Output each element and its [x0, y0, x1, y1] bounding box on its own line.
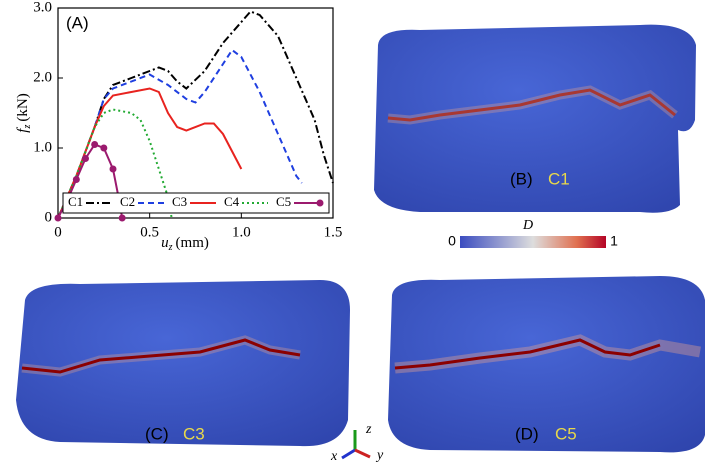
- x-axis-label: uz (mm): [161, 235, 209, 253]
- series-marker: [100, 144, 108, 152]
- y-axis-label: fz (kN): [15, 93, 33, 132]
- series-marker: [72, 176, 80, 183]
- series-marker: [118, 214, 126, 222]
- y-axis-label-unit: (kN): [15, 93, 31, 121]
- x-tick-label: 1.5: [324, 224, 343, 240]
- y-axis-label-sub: z: [22, 125, 33, 130]
- series-marker: [109, 165, 117, 173]
- render-c: [16, 280, 350, 447]
- y-tick-label: 2.0: [33, 69, 52, 85]
- y-tick-label: 0: [45, 209, 53, 225]
- render-b: [374, 24, 696, 213]
- triad-y: y: [375, 448, 384, 463]
- series-line: [57, 108, 173, 219]
- legend-label: C3: [172, 194, 187, 209]
- series-marker: [54, 214, 62, 222]
- colorbar: [460, 236, 606, 248]
- triad-x: x: [330, 449, 338, 464]
- series-marker: [82, 155, 89, 162]
- x-axis-label-symbol: u: [161, 235, 169, 251]
- series-line: [57, 10, 334, 219]
- panel-label: (D): [515, 424, 539, 443]
- panel-case: C5: [555, 424, 577, 443]
- plot-frame: [57, 7, 334, 219]
- panel-label: (B): [510, 169, 533, 188]
- legend-label: C5: [276, 194, 291, 209]
- axes-triad: z x y: [330, 422, 384, 464]
- legend-label: C4: [224, 194, 240, 209]
- x-axis-label-sub: z: [168, 242, 173, 253]
- x-axis-label-unit: (mm): [176, 235, 209, 251]
- x-tick-label: 1.0: [232, 224, 251, 240]
- y-tick-label: 3.0: [33, 0, 52, 15]
- panel-case: C3: [183, 424, 205, 443]
- chart-title: (A): [66, 13, 89, 32]
- x-tick-label: 0: [54, 224, 62, 240]
- y-axis-label-symbol: f: [15, 127, 31, 133]
- y-tick-label: 1.0: [33, 139, 52, 155]
- render-d: [388, 276, 705, 453]
- legend-marker: [316, 199, 324, 207]
- panel-case: C1: [548, 169, 570, 188]
- colorbar-max: 1: [610, 233, 618, 249]
- triad-z: z: [365, 422, 372, 437]
- series-line: [57, 87, 243, 219]
- legend-label: C2: [120, 194, 135, 209]
- legend-label: C1: [68, 194, 83, 209]
- x-tick-label: 0.5: [140, 224, 159, 240]
- series-line: [57, 48, 303, 219]
- series-marker: [91, 141, 99, 148]
- panel-label: (C): [145, 424, 169, 443]
- colorbar-min: 0: [448, 233, 456, 249]
- colorbar-label: D: [522, 218, 533, 233]
- chart: 01.02.03.00 0.5 1.0 1.5uz (mm)fz(kN)C1 C2 C3 C4…: [15, 0, 342, 253]
